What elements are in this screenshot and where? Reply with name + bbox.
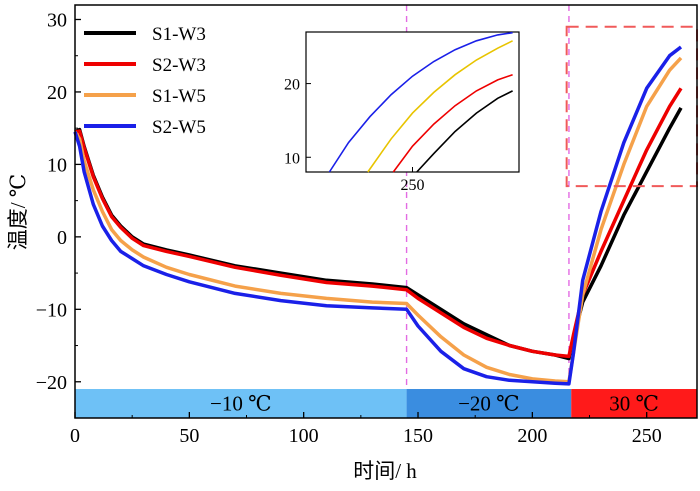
- phase-label-3: 30 ℃: [609, 392, 659, 416]
- inset-ticks: 250 10 20: [284, 77, 425, 194]
- x-tick-label: 250: [632, 425, 662, 447]
- y-tick-label: −10: [36, 299, 67, 321]
- inset-series-lines: [328, 31, 513, 173]
- inset-line-s1-w5: [367, 40, 513, 173]
- legend-label-s1-w5: S1-W5: [152, 86, 206, 107]
- phase-boundary-lines: [405, 5, 570, 390]
- phase-band-2: [406, 389, 572, 418]
- y-axis-title: 温度/ ℃: [6, 174, 30, 251]
- axis-ticks: 0 50 100 150 200 250 −20 −10 0 10 20 30: [36, 9, 662, 447]
- inset-x-tick-label: 250: [401, 177, 425, 194]
- series-line-s1-w5: [73, 56, 683, 384]
- phase-label-2: −20 ℃: [458, 392, 520, 416]
- y-tick-label: 10: [47, 154, 67, 176]
- phase-bands: −10 ℃ −20 ℃ 30 ℃: [75, 389, 697, 418]
- x-tick-label: 200: [517, 425, 547, 447]
- x-tick-label: 100: [289, 425, 319, 447]
- y-tick-label: 30: [47, 9, 67, 31]
- y-tick-label: 20: [47, 82, 67, 104]
- inset-line-s2-w5: [328, 31, 513, 173]
- x-tick-label: 150: [403, 425, 433, 447]
- inset-frame: [305, 31, 520, 173]
- x-tick-label: 0: [70, 425, 80, 447]
- phase-band-3: [571, 389, 697, 418]
- legend-label-s1-w3: S1-W3: [152, 24, 206, 45]
- legend-label-s2-w5: S2-W5: [152, 117, 206, 138]
- inset-y-tick-label: 10: [284, 150, 300, 167]
- series-lines: [73, 45, 683, 386]
- plot-frame: [74, 4, 698, 419]
- inset-y-tick-label: 20: [284, 77, 300, 94]
- inset-line-s2-w3: [392, 73, 513, 173]
- y-tick-label: 0: [57, 227, 67, 249]
- inset-line-s1-w3: [416, 90, 513, 173]
- legend: S1-W3 S2-W3 S1-W5 S2-W5: [84, 24, 206, 138]
- inset-chart: 250 10 20: [284, 31, 520, 194]
- phase-label-1: −10 ℃: [210, 392, 272, 416]
- series-line-s2-w5: [73, 45, 683, 386]
- x-axis-title: 时间/ h: [353, 459, 417, 483]
- y-tick-label: −20: [36, 372, 67, 394]
- x-tick-label: 50: [179, 425, 199, 447]
- phase-band-1: [75, 389, 407, 418]
- legend-label-s2-w3: S2-W3: [152, 55, 206, 76]
